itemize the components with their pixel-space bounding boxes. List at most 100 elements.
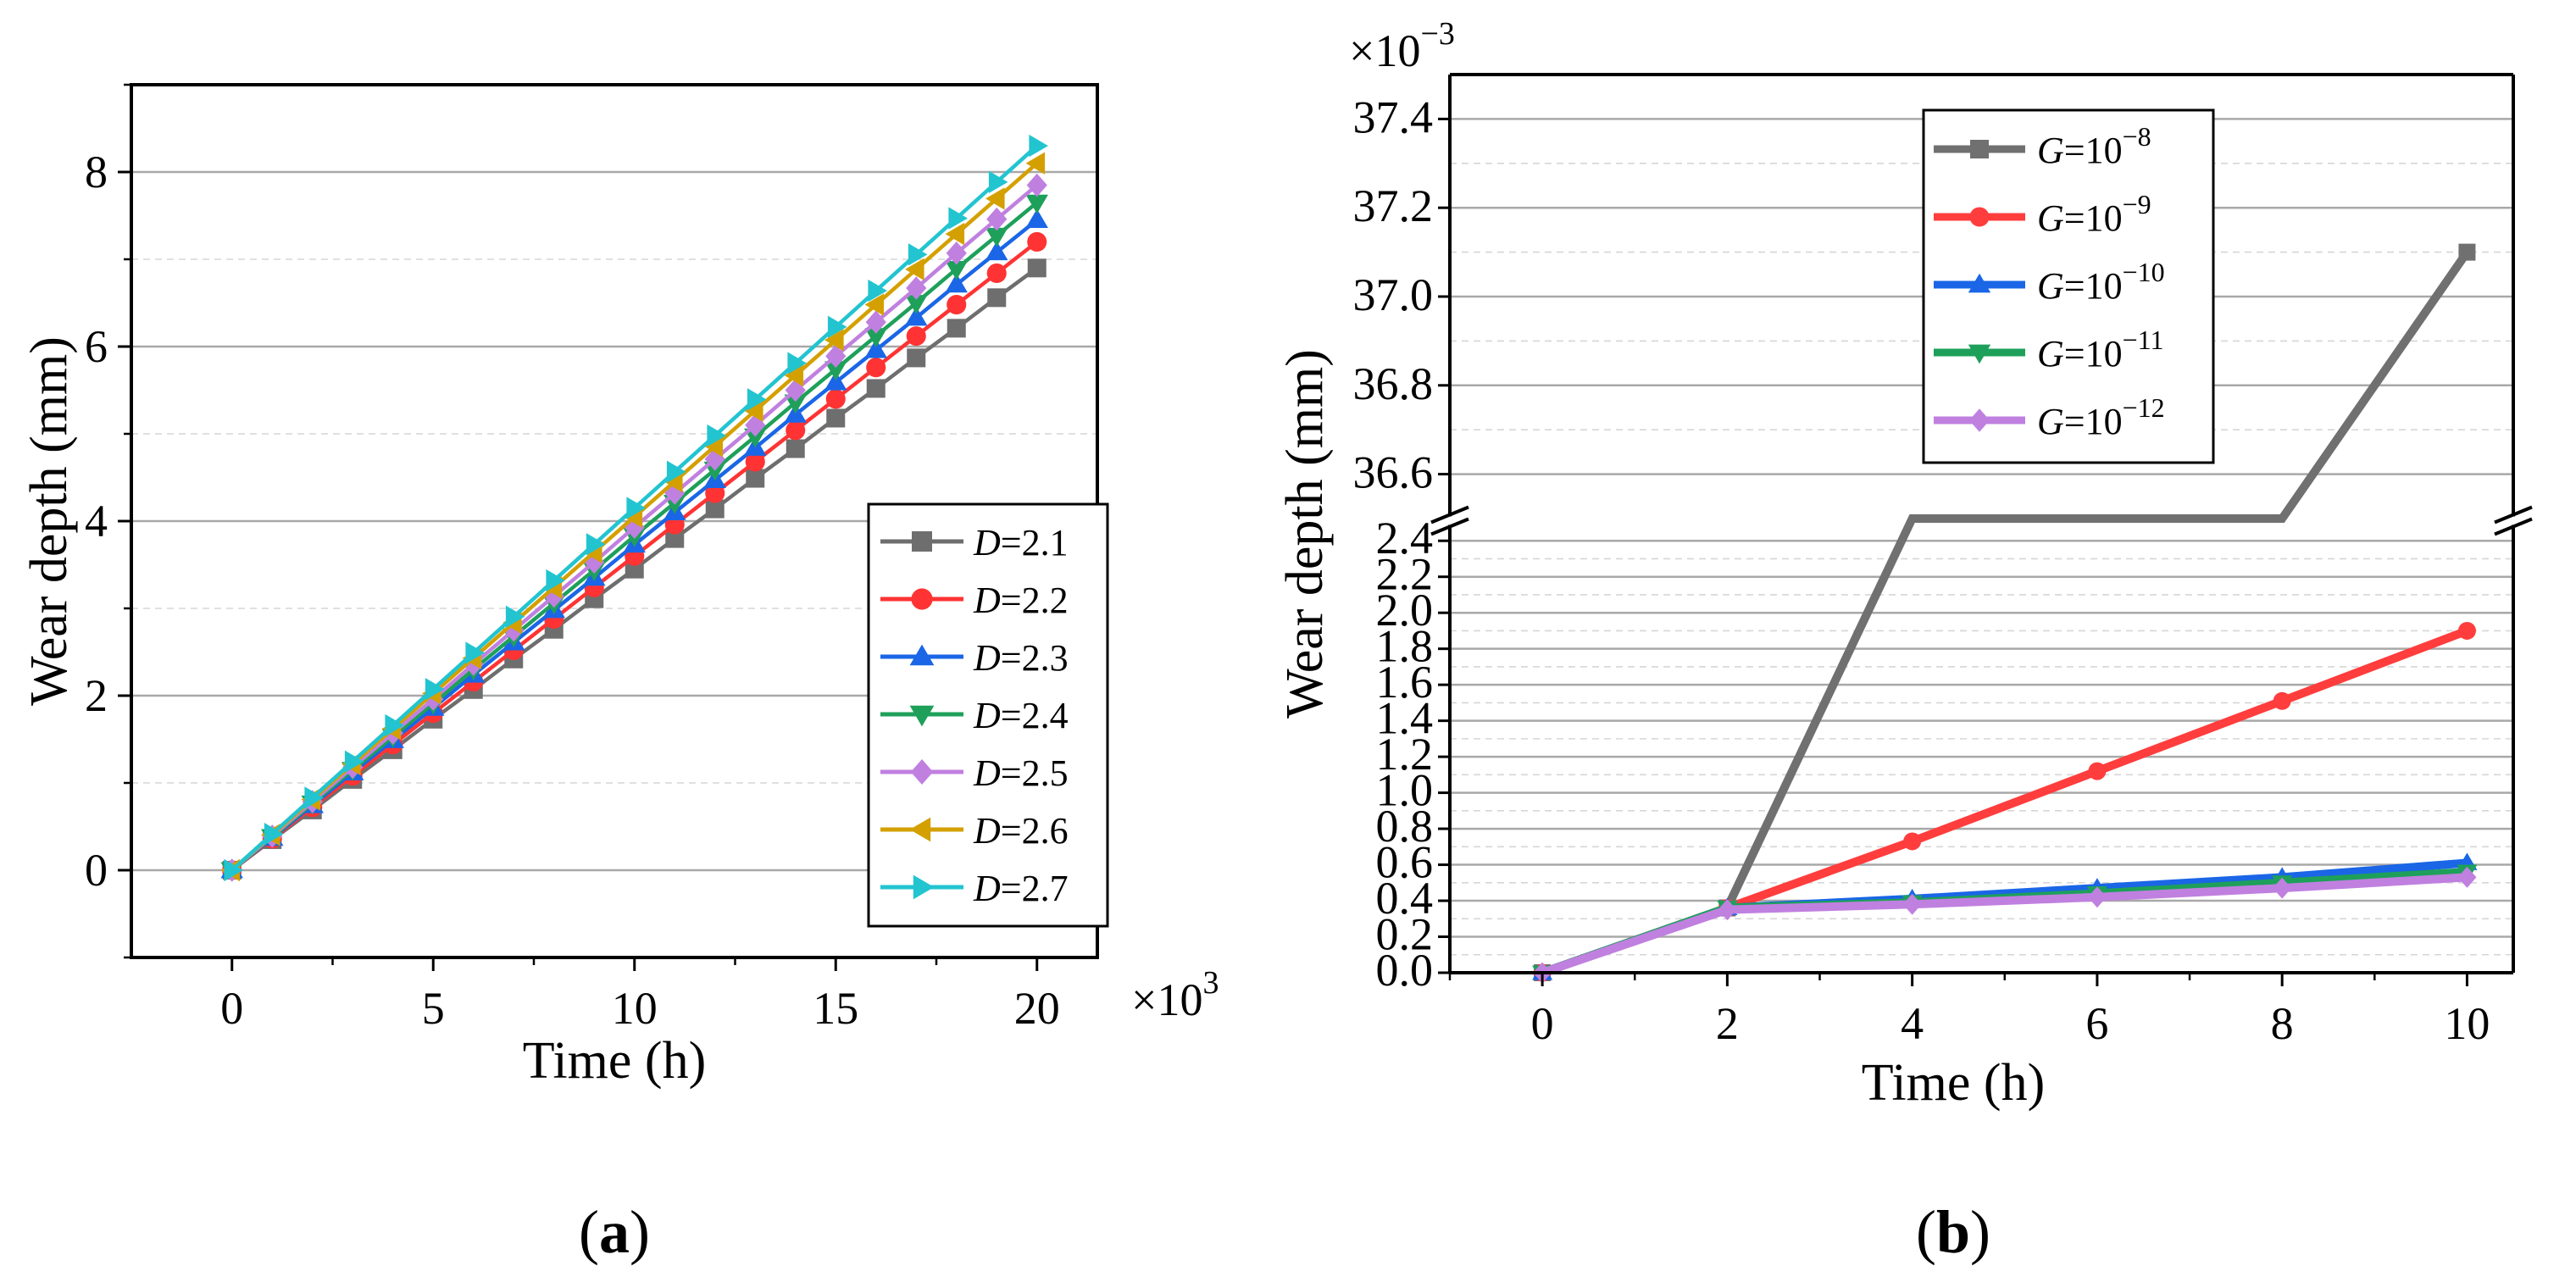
chart-a-legend-var: D [973, 637, 1001, 679]
chart-a-point [703, 461, 726, 481]
chart-a-point [784, 364, 804, 387]
chart-b-point [1902, 893, 1922, 915]
chart-a-legend-var: D [973, 522, 1001, 563]
chart-b-series-line [1541, 873, 2468, 977]
chart-a-point [385, 713, 404, 737]
chart-b-ytick-label: 2.2 [1376, 549, 1434, 600]
chart-a-ytick-label: 8 [85, 147, 108, 197]
chart-b-legend-marker [1968, 273, 1991, 293]
chart-a-point [707, 424, 726, 447]
chart-a-legend-item: D=2.1 [880, 522, 1069, 563]
chart-b-ticks: 0 2 4 6 8 10 0.00.20.40.60.81.01.21.41.61.82.0… [1353, 92, 2490, 1049]
chart-a-point [947, 319, 966, 338]
chart-b-xtick-label: 4 [1901, 998, 1924, 1049]
chart-a-legend-var: D [973, 868, 1001, 909]
chart-b-y-multiplier-exp: −3 [1420, 16, 1454, 52]
chart-a-point [626, 497, 646, 519]
chart-a-point [988, 170, 1008, 194]
chart-a-series [220, 134, 1048, 882]
chart-a-legend-marker [912, 531, 932, 552]
chart-a-point [304, 786, 324, 809]
chart-a-point [745, 452, 765, 472]
chart-a-panel-label: (a) [579, 1198, 650, 1266]
chart-a-legend-marker [913, 874, 935, 900]
chart-b-panel-label: (b) [1916, 1198, 1990, 1266]
chart-a-point [985, 227, 1008, 247]
chart-b-legend-exp: −12 [2123, 392, 2165, 423]
chart-b-ytick-label: 1.4 [1376, 693, 1434, 744]
chart-b-legend-base: =10 [2064, 130, 2123, 171]
chart-a-xtick-label: 0 [220, 983, 243, 1034]
chart-b-xtick-label: 6 [2085, 998, 2108, 1049]
chart-a-point [945, 260, 968, 280]
chart-a-point [905, 306, 928, 326]
chart-a-point [864, 338, 887, 358]
chart-b-break-mark [2494, 517, 2533, 536]
chart-b-legend-var: G [2037, 401, 2064, 442]
chart-a-legend-marker [909, 817, 931, 842]
chart-b-ylabel: Wear depth (mm) [1276, 349, 1334, 719]
chart-b-legend-marker [1968, 344, 1991, 364]
chart-a-point [824, 361, 847, 380]
chart-a-legend-label: D=2.6 [973, 810, 1069, 852]
chart-a-point [827, 315, 847, 339]
chart-a-legend-value: =2.7 [1001, 868, 1069, 909]
chart-b-legend-var: G [2037, 197, 2064, 239]
chart-b-y-multiplier-base: ×10 [1349, 25, 1420, 76]
chart-a-legend-label: D=2.4 [973, 695, 1069, 736]
chart-b-legend-var: G [2037, 130, 2064, 171]
chart-a-legend-item: D=2.7 [880, 868, 1069, 909]
chart-a-panel-letter: a [599, 1198, 630, 1266]
chart-a-point [985, 241, 1008, 261]
chart-b-legend-label: G=10−11 [2037, 325, 2163, 375]
chart-b-legend-marker [1969, 207, 1990, 227]
chart-a-legend-value: =2.4 [1001, 695, 1069, 736]
chart-b-ytick-label: 0.6 [1376, 837, 1434, 888]
chart-b-point [2457, 621, 2476, 640]
chart-b-legend-var: G [2037, 265, 2064, 307]
chart-b-xlabel: Time (h) [1862, 1054, 2045, 1112]
chart-a-ylabel: Wear depth (mm) [20, 336, 78, 706]
chart-a-point [907, 348, 926, 368]
chart-b-point [2273, 691, 2291, 710]
chart-b-ytick-label: 1.2 [1376, 729, 1434, 780]
chart-b-legend-label: G=10−10 [2037, 257, 2165, 307]
chart-b-legend-item: G=10−9 [1934, 189, 2151, 239]
chart-a-point [1026, 173, 1047, 197]
chart-a-point [224, 858, 243, 882]
chart-b-ytick-label: 1.6 [1376, 657, 1434, 708]
chart-b-legend-marker [1970, 140, 1989, 158]
chart-b-point [2457, 866, 2477, 888]
chart-a-point [908, 243, 928, 266]
chart-a-legend-marker [909, 644, 935, 666]
chart-b-ytick-label: 37.2 [1353, 180, 1434, 231]
chart-a-point [705, 483, 725, 503]
chart-a-point [1025, 152, 1046, 175]
chart-a-legend-item: D=2.6 [880, 810, 1069, 852]
chart-a-point [946, 241, 967, 265]
chart-a-point [945, 273, 968, 293]
chart-a-legend-item: D=2.5 [880, 752, 1069, 794]
chart-a-point [746, 469, 765, 488]
chart-a-point [948, 207, 968, 230]
chart-b-legend-var: G [2037, 333, 2064, 375]
chart-a-legend: D=2.1D=2.2D=2.3D=2.4D=2.5D=2.6D=2.7 [867, 502, 1109, 928]
chart-a-point [825, 344, 847, 369]
chart-a-point [986, 263, 1007, 284]
chart-a-legend-label: D=2.5 [973, 752, 1069, 794]
chart-a-point [586, 533, 606, 556]
chart-a-legend-var: D [973, 580, 1001, 621]
chart-a-xtick-label: 20 [1014, 983, 1060, 1034]
chart-b-ytick-label: 36.6 [1353, 447, 1434, 498]
chart-a-point [1025, 194, 1048, 214]
chart-b-panel-open: ( [1916, 1198, 1936, 1266]
chart-b-ytick-label: 2.0 [1376, 585, 1434, 635]
chart-a-point [465, 641, 485, 664]
chart-a-point [425, 678, 445, 701]
chart-a-point [546, 569, 565, 592]
chart-b-point [1718, 899, 1737, 921]
chart-b-legend-label: G=10−12 [2037, 392, 2165, 442]
chart-a-point [787, 352, 807, 375]
chart-a-x-multiplier: ×103 [1131, 965, 1219, 1025]
